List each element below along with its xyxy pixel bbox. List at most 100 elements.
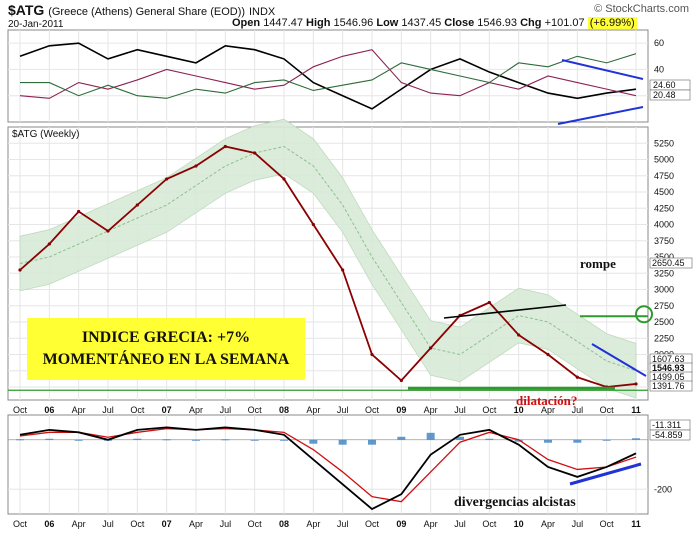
macd-histogram-bar-12 [368, 439, 376, 445]
main-last-box-4 [649, 380, 693, 392]
macd-histogram-bar-5 [162, 439, 171, 441]
downtrend-line [591, 343, 647, 377]
macd-histogram-bar-1 [45, 438, 54, 440]
top-series-line-2 [20, 53, 637, 99]
top-trendline-upper [561, 59, 644, 80]
y-tick-main-7: 3500 [654, 252, 674, 262]
x-tick-macd-19: Jul [572, 519, 584, 529]
macd-histogram-bar-18 [544, 439, 552, 443]
x-tick-macd-9: 08 [279, 519, 289, 529]
macd-histogram-bar-16 [485, 438, 494, 440]
price-point-8 [253, 151, 257, 155]
y-tick-macd-0: -200 [654, 484, 672, 494]
main-last-label-1: 1607.63 [652, 354, 685, 364]
x-tick-main-19: Jul [572, 405, 584, 415]
macd-histogram-bar-6 [192, 439, 200, 441]
price-point-21 [634, 382, 638, 386]
x-tick-main-4: Oct [130, 405, 145, 415]
x-tick-main-11: Jul [337, 405, 349, 415]
price-line [19, 145, 637, 388]
annotation-dilatacion: dilatación? [516, 393, 578, 408]
x-tick-macd-14: Apr [424, 519, 438, 529]
top-trendline-lower [557, 106, 644, 125]
y-tick-main-12: 2250 [654, 333, 674, 343]
x-tick-main-20: Oct [600, 405, 615, 415]
x-tick-macd-20: Oct [600, 519, 615, 529]
x-tick-main-17: 10 [514, 405, 524, 415]
top-last-label-0: 24.60 [653, 80, 676, 90]
x-tick-main-16: Oct [482, 405, 497, 415]
main-last-label-0: 2650.45 [652, 258, 685, 268]
top-last-box-1 [649, 89, 691, 101]
x-tick-main-21: 11 [631, 405, 641, 415]
price-point-4 [135, 203, 139, 207]
price-point-14 [429, 346, 433, 350]
price-point-1 [47, 242, 51, 246]
macd-histogram-bar-10 [309, 439, 318, 444]
x-tick-macd-21: 11 [631, 519, 641, 529]
x-tick-macd-1: 06 [44, 519, 54, 529]
macd-last-box-1 [649, 429, 691, 441]
x-tick-main-2: Apr [72, 405, 86, 415]
x-tick-macd-2: Apr [72, 519, 86, 529]
price-point-7 [223, 144, 227, 149]
x-tick-main-0: Oct [13, 405, 28, 415]
breakout-circle [635, 305, 653, 324]
price-point-6 [194, 164, 198, 168]
x-tick-macd-12: Oct [365, 519, 380, 529]
neckline [443, 304, 567, 319]
x-tick-macd-17: 10 [514, 519, 524, 529]
y-tick-main-1: 5000 [654, 155, 674, 165]
x-tick-main-14: Apr [424, 405, 438, 415]
brand-logo: © StockCharts.com [594, 3, 689, 15]
macd-histogram-bar-19 [573, 439, 582, 443]
price-point-17 [517, 333, 521, 337]
x-tick-macd-18: Apr [541, 519, 555, 529]
macd-histogram-bar-21 [632, 438, 640, 440]
y-tick-main-4: 4250 [654, 203, 674, 213]
x-tick-macd-13: 09 [396, 519, 406, 529]
macd-histogram-bar-7 [221, 439, 230, 441]
y-tick-main-2: 4750 [654, 171, 674, 181]
top-series-line-0 [19, 42, 637, 110]
x-tick-main-9: 08 [279, 405, 289, 415]
x-tick-main-18: Apr [541, 405, 555, 415]
macd-divergence-line [569, 462, 642, 486]
panel-frame-main [7, 126, 649, 401]
y-tick-main-3: 4500 [654, 187, 674, 197]
macd-histogram-bar-4 [133, 438, 142, 440]
macd-histogram-bar-14 [426, 432, 435, 440]
price-point-9 [282, 177, 286, 181]
price-point-12 [370, 352, 374, 357]
x-tick-main-15: Jul [454, 405, 466, 415]
price-point-3 [106, 229, 110, 233]
y-tick-main-8: 3250 [654, 268, 674, 278]
macd-line [19, 426, 637, 511]
price-point-2 [77, 209, 81, 214]
x-tick-macd-15: Jul [454, 519, 466, 529]
x-tick-main-13: 09 [396, 405, 406, 415]
price-point-16 [487, 300, 491, 305]
y-tick-top-1: 40 [654, 64, 664, 74]
x-tick-macd-10: Apr [306, 519, 320, 529]
macd-histogram-bar-13 [397, 436, 406, 440]
x-tick-macd-6: Apr [189, 519, 203, 529]
x-tick-macd-11: Jul [337, 519, 349, 529]
main-last-box-0 [649, 257, 693, 269]
macd-histogram-bar-11 [338, 439, 347, 445]
annotation-line-1: INDICE GRECIA: +7% [81, 329, 251, 346]
y-tick-main-0: 5250 [654, 138, 674, 148]
y-tick-main-5: 4000 [654, 220, 674, 230]
change-percent: (+6.99%) [587, 17, 637, 29]
y-tick-main-6: 3750 [654, 236, 674, 246]
panel-frame-macd [7, 414, 649, 515]
macd-histogram-bar-17 [514, 439, 523, 442]
x-tick-main-1: 06 [44, 405, 54, 415]
price-point-13 [399, 378, 403, 383]
macd-histogram-bar-0 [16, 439, 24, 441]
macd-histogram-bar-2 [74, 439, 83, 441]
x-tick-macd-4: Oct [130, 519, 145, 529]
price-point-18 [546, 352, 550, 357]
x-tick-main-12: Oct [365, 405, 380, 415]
